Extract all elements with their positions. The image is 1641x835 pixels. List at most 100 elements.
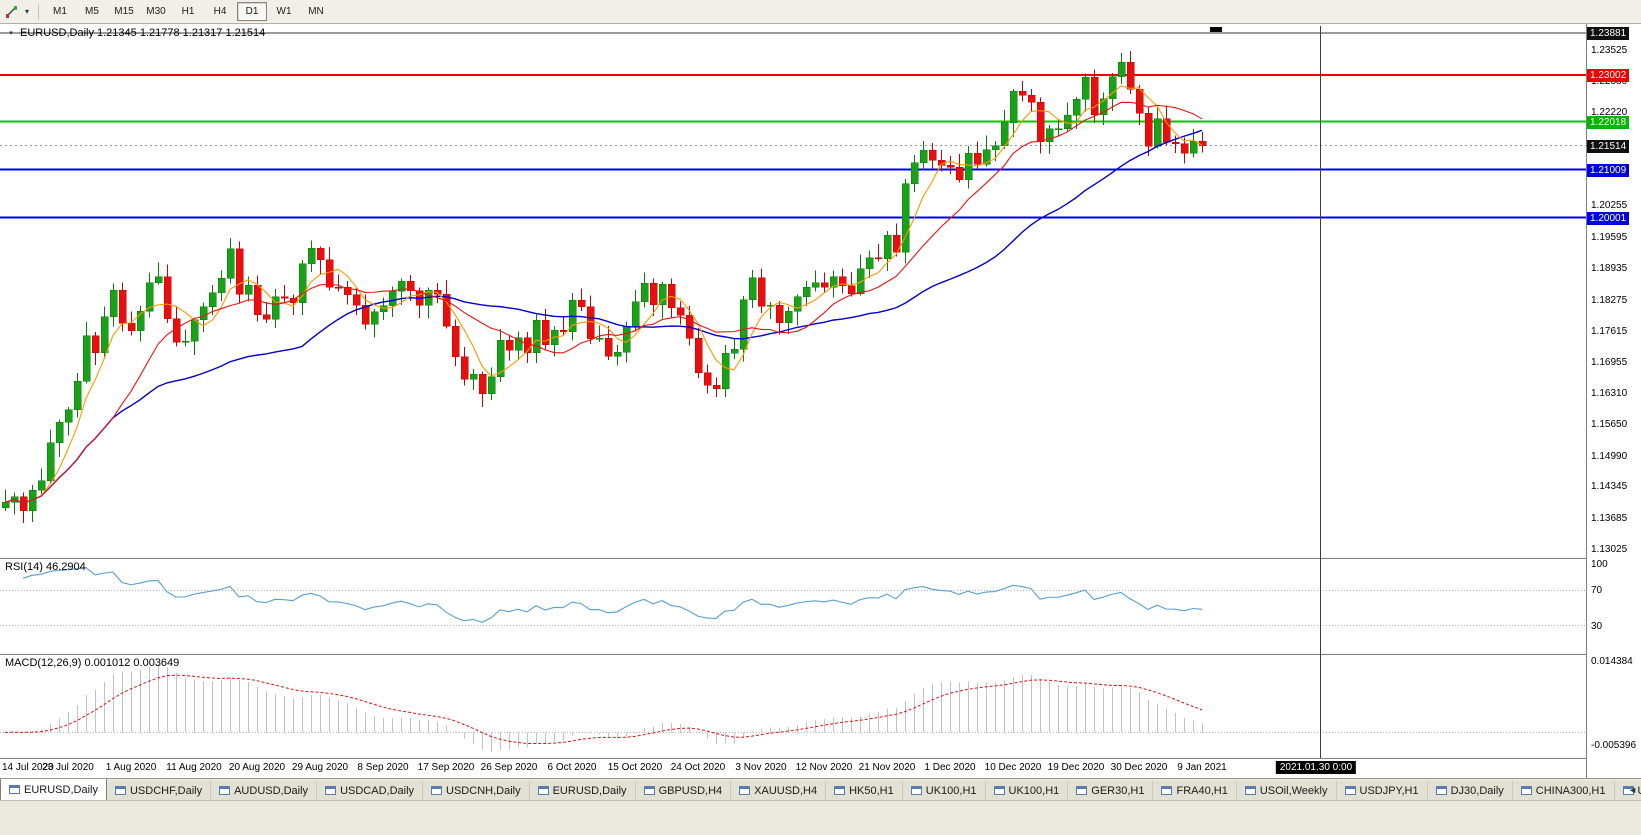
price-label-box: 1.20001 [1587, 211, 1630, 225]
dropdown-caret-icon[interactable]: ▾ [24, 7, 29, 16]
chart-tab[interactable]: HK50,H1 [826, 781, 903, 800]
chart-tab-label: USDCAD,Daily [340, 784, 415, 797]
chart-tab[interactable]: USDCHF,Daily [106, 781, 212, 800]
price-tick: 1.14990 [1591, 450, 1628, 462]
date-tick: 10 Dec 2020 [984, 762, 1042, 773]
price-tick: 1.18935 [1591, 263, 1628, 275]
price-label-box: 1.21514 [1587, 139, 1630, 153]
timeframe-button-m5[interactable]: M5 [85, 6, 99, 17]
chart-window-icon [1161, 786, 1173, 795]
timeframe-button-w1[interactable]: W1 [276, 6, 292, 17]
chart-window-icon [834, 786, 846, 795]
chart-window-icon [1344, 786, 1356, 795]
timeframe-button-h4[interactable]: H4 [213, 6, 227, 17]
chart-tab-label: XAUUSD,H4 [754, 784, 818, 797]
date-tick: 26 Sep 2020 [480, 762, 538, 773]
macd-indicator-label: MACD(12,26,9) 0.001012 0.003649 [5, 657, 180, 669]
chart-tab[interactable]: AUDUSD,Daily [211, 781, 318, 800]
chart-window-icon [1244, 786, 1256, 795]
price-tick: 1.13025 [1591, 544, 1628, 556]
bottom-strip [0, 800, 1641, 835]
chart-tab[interactable]: DJ30,Daily [1427, 781, 1513, 800]
timeframe-button-h1[interactable]: H1 [181, 6, 195, 17]
rsi-level-label: 70 [1591, 585, 1603, 597]
date-tick: 9 Jan 2021 [1177, 762, 1227, 773]
tab-scroll-left-icon[interactable]: ◄ [1628, 785, 1637, 795]
vline-date-label: 2021.01.30 0:00 [1275, 761, 1357, 774]
price-chart-canvas[interactable] [0, 24, 1641, 778]
date-tick: 29 Aug 2020 [291, 762, 349, 773]
chart-tab[interactable]: EURUSD,Daily [0, 779, 107, 800]
chart-tab-label: USDCHF,Daily [129, 784, 203, 797]
date-tick: 14 Jul 2020 [2, 762, 54, 773]
price-tick: 1.14345 [1591, 481, 1628, 493]
rsi-indicator-label: RSI(14) 46.2904 [5, 561, 86, 573]
timeframe-button-m15[interactable]: M15 [114, 6, 134, 17]
price-axis[interactable]: 1.235251.228801.222201.202551.195951.189… [1587, 24, 1641, 778]
price-tick: 1.23525 [1591, 45, 1628, 56]
price-tick: 1.16955 [1591, 357, 1628, 369]
macd-scale-label: -0.005396 [1591, 740, 1637, 751]
chart-window-icon [537, 786, 549, 795]
chart-tab[interactable]: UK100,H1 [902, 781, 986, 800]
chart-tab[interactable]: XAUUSD,H4 [731, 781, 827, 800]
chart-tab-label: USOil,Weekly [1259, 784, 1328, 797]
chart-tab[interactable]: USOil,Weekly [1236, 781, 1337, 800]
chart-tab[interactable]: CHINA300,H1 [1512, 781, 1615, 800]
date-tick: 3 Nov 2020 [735, 762, 787, 773]
timeframe-button-m1[interactable]: M1 [53, 6, 67, 17]
chart-tab[interactable]: USDJPY,H1 [1336, 781, 1428, 800]
chart-tab[interactable]: GER30,H1 [1068, 781, 1154, 800]
chart-tab-label: EURUSD,Daily [552, 784, 627, 797]
chart-tab-label: USDJPY,H1 [1359, 784, 1419, 797]
rsi-level-label: 30 [1591, 620, 1603, 632]
chart-window-icon [1076, 786, 1088, 795]
symbol-ohlc-label: ▾ EURUSD,Daily 1.21345 1.21778 1.21317 1… [6, 27, 265, 39]
chart-tab[interactable]: GBPUSD,H4 [635, 781, 732, 800]
date-tick: 1 Aug 2020 [105, 762, 157, 773]
chart-tab-label: GBPUSD,H4 [658, 784, 723, 797]
chart-tab[interactable]: USOil, [1614, 781, 1641, 800]
date-tick: 1 Dec 2020 [924, 762, 976, 773]
chart-tools-icon[interactable] [4, 4, 20, 20]
chart-tab-bar: EURUSD,Daily USDCHF,Daily AUDUSD,Daily USDC… [0, 778, 1641, 800]
chart-window-icon [993, 786, 1005, 795]
timeframe-button-mn[interactable]: MN [308, 6, 324, 17]
chart-tab-label: DJ30,Daily [1450, 784, 1504, 797]
chart-tab-label: USDCNH,Daily [446, 784, 521, 797]
chart-window-icon [114, 786, 126, 795]
chart-tab[interactable]: FRA40,H1 [1153, 781, 1237, 800]
date-tick: 19 Dec 2020 [1047, 762, 1105, 773]
price-label-box: 1.23881 [1587, 27, 1630, 41]
date-tick: 23 Jul 2020 [42, 762, 94, 773]
timeframe-button-m30[interactable]: M30 [146, 6, 166, 17]
chart-tab[interactable]: USDCNH,Daily [423, 781, 530, 800]
chart-tab[interactable]: USDCAD,Daily [317, 781, 424, 800]
chart-window-icon [1435, 786, 1447, 795]
timeframe-toolbar: ▾ M1 M5 M15 M30 H1 H4 D1 W1 MN [0, 0, 1641, 24]
price-tick: 1.20255 [1591, 200, 1628, 212]
symbol-dropdown-icon[interactable]: ▾ [9, 30, 13, 37]
chart-tab-label: USOil, [1638, 785, 1641, 797]
price-tick: 1.16310 [1591, 388, 1628, 400]
date-tick: 21 Nov 2020 [858, 762, 916, 773]
chart-window-icon [1622, 786, 1634, 795]
chart-tab[interactable]: EURUSD,Daily [529, 781, 636, 800]
chart-tab-label: UK100,H1 [1008, 784, 1060, 797]
timeframe-button-d1[interactable]: D1 [237, 2, 267, 21]
chart-window-icon [325, 786, 337, 795]
chart-tab-label: FRA40,H1 [1176, 784, 1228, 797]
timeframe-buttons-group: M1 M5 M15 M30 H1 H4 D1 W1 MN [44, 2, 332, 21]
price-tick: 1.22220 [1591, 107, 1628, 119]
date-axis[interactable]: 2021.01.30 0:00 14 Jul 2020 23 Jul 2020 1 … [0, 758, 1587, 778]
chart-window: ▾ EURUSD,Daily 1.21345 1.21778 1.21317 1… [0, 24, 1641, 778]
rsi-level-label: 100 [1591, 559, 1608, 570]
date-tick: 15 Oct 2020 [607, 762, 663, 773]
price-tick: 1.18275 [1591, 294, 1628, 306]
date-tick: 24 Oct 2020 [670, 762, 726, 773]
macd-scale-label: 0.014384 [1591, 656, 1633, 667]
chart-tab[interactable]: UK100,H1 [985, 781, 1069, 800]
chart-tab-label: UK100,H1 [925, 784, 977, 797]
chart-window-icon [431, 786, 443, 795]
price-label-box: 1.22018 [1587, 115, 1630, 129]
